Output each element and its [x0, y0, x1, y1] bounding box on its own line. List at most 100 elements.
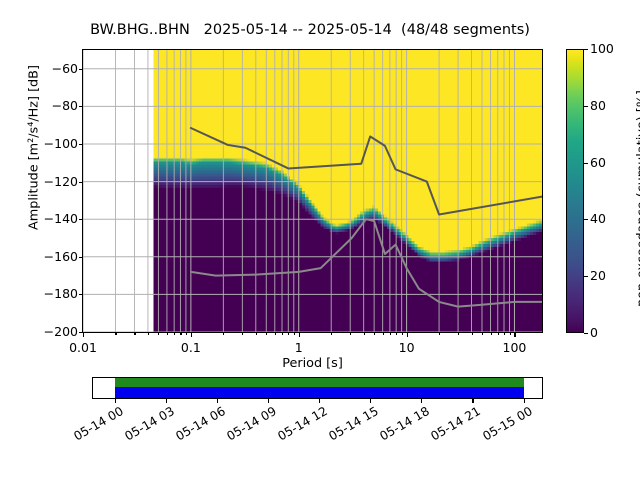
- data-coverage-bar: [114, 378, 524, 388]
- y-tick-label: −80: [51, 98, 78, 114]
- timeline-strip[interactable]: [92, 377, 543, 399]
- y-axis-title: Amplitude [m²/s⁴/Hz] [dB]: [27, 18, 42, 278]
- x-tick-minor: [458, 333, 460, 336]
- x-tick-minor: [166, 333, 169, 336]
- colorbar-tick: [584, 162, 588, 164]
- timeline-tick: [114, 399, 116, 403]
- x-tick-minor: [242, 333, 244, 336]
- nlnm-curve: [189, 218, 542, 308]
- x-tick-major: [83, 333, 85, 337]
- colorbar-ticks: [584, 49, 589, 335]
- timeline-tick-label: 05-14 03: [122, 404, 177, 444]
- colorbar: [566, 49, 584, 333]
- y-axis-ticklabels: −60 −80 −100 −120 −140 −160 −180 −200: [26, 49, 78, 339]
- y-tick: [78, 181, 82, 183]
- grid-lines: [83, 50, 542, 332]
- y-tick-label: −180: [43, 286, 78, 302]
- y-tick-label: −140: [43, 211, 78, 227]
- x-tick-minor: [274, 333, 276, 336]
- timeline-tick: [216, 399, 218, 403]
- x-tick-minor: [223, 333, 225, 336]
- timeline-tick-label: 05-14 06: [173, 404, 228, 444]
- x-tick-minor: [255, 333, 257, 336]
- x-tick-minor: [401, 333, 403, 336]
- timeline-tick-label: 05-14 15: [326, 404, 381, 444]
- timeline-tick: [370, 399, 372, 403]
- timeline-tick-label: 05-15 00: [479, 404, 535, 444]
- nhnm-curve: [189, 127, 542, 216]
- colorbar-tick-label: 60: [590, 154, 606, 170]
- colorbar-ticklabels: 0 20 40 60 80 100: [590, 41, 620, 340]
- x-tick-minor: [389, 333, 391, 336]
- timeline-tick-label: 05-14 18: [377, 404, 433, 444]
- x-tick-label: 0.1: [180, 340, 201, 355]
- y-tick: [78, 106, 82, 108]
- colorbar-tick: [584, 219, 588, 221]
- timeline-tick: [319, 399, 321, 403]
- y-tick: [78, 219, 82, 221]
- colorbar-tick-label: 40: [590, 211, 606, 227]
- x-tick-minor: [350, 333, 352, 336]
- x-tick-minor: [174, 333, 176, 336]
- colorbar-tick: [584, 276, 588, 278]
- x-tick-major: [298, 333, 300, 337]
- colorbar-tick-label: 80: [590, 97, 606, 113]
- ppsd-heatmap: [83, 50, 542, 332]
- timeline-ticks: [92, 399, 543, 404]
- timeline-tick: [523, 399, 525, 403]
- x-tick-minor: [266, 333, 268, 336]
- x-tick-minor: [509, 333, 511, 336]
- x-tick-minor: [382, 333, 384, 336]
- y-tick: [78, 68, 82, 70]
- x-tick-minor: [471, 333, 473, 336]
- x-axis-ticks: [82, 333, 543, 339]
- x-tick-minor: [504, 333, 506, 336]
- x-tick-major: [406, 333, 408, 337]
- timeline-tick: [421, 399, 423, 403]
- x-tick-label: 10: [398, 340, 415, 355]
- x-tick-minor: [282, 333, 284, 336]
- ppsd-plot-area[interactable]: [82, 49, 543, 333]
- psd-segments-bar: [114, 387, 524, 398]
- colorbar-tick-label: 100: [590, 41, 614, 56]
- y-axis-title-text: Amplitude [m²/s⁴/Hz] [dB]: [26, 65, 42, 230]
- y-tick-label: −200: [43, 324, 78, 339]
- x-axis-title: Period [s]: [282, 356, 343, 371]
- colorbar-tick: [584, 333, 588, 335]
- colorbar-tick-label: 0: [590, 325, 598, 340]
- figure-title: BW.BHG..BHN 2025-05-14 -- 2025-05-14 (48…: [90, 22, 530, 38]
- x-tick-minor: [293, 333, 295, 336]
- x-tick-minor: [115, 333, 117, 336]
- colorbar-tick: [584, 105, 588, 107]
- y-tick: [78, 144, 82, 146]
- y-axis-ticks: [78, 49, 83, 334]
- y-tick-label: −100: [43, 136, 78, 151]
- y-tick-label: −120: [43, 173, 78, 189]
- x-tick-major: [190, 333, 192, 337]
- x-tick-minor: [363, 333, 365, 336]
- timeline-tick-label: 05-14 21: [428, 404, 484, 444]
- x-tick-minor: [288, 333, 290, 336]
- y-tick: [78, 256, 82, 258]
- x-tick-label: 0.01: [69, 340, 97, 355]
- x-tick-minor: [158, 333, 160, 336]
- y-tick-label: −160: [43, 248, 78, 264]
- x-tick-minor: [490, 333, 492, 336]
- x-tick-minor: [147, 333, 150, 336]
- x-tick-minor: [497, 333, 499, 336]
- colorbar-tick: [584, 49, 588, 51]
- timeline-tick-label: 05-14 12: [275, 404, 330, 444]
- x-axis-ticklabels: 0.01 0.1 1 10 100: [69, 336, 543, 358]
- timeline-tick-label: 05-14 00: [70, 404, 126, 444]
- timeline-ticklabels: 05-14 00 05-14 03 05-14 06 05-14 09 05-14 12…: [0, 400, 640, 480]
- x-tick-major: [514, 333, 516, 337]
- timeline-tick: [267, 399, 270, 403]
- x-tick-minor: [331, 333, 333, 336]
- x-tick-minor: [396, 333, 398, 336]
- timeline-tick: [472, 399, 474, 403]
- x-tick-label: 1: [294, 340, 303, 355]
- colorbar-title: non-exceedance (cumulative) [%]: [634, 90, 640, 307]
- x-tick-minor: [185, 333, 188, 336]
- y-tick-label: −60: [51, 60, 78, 76]
